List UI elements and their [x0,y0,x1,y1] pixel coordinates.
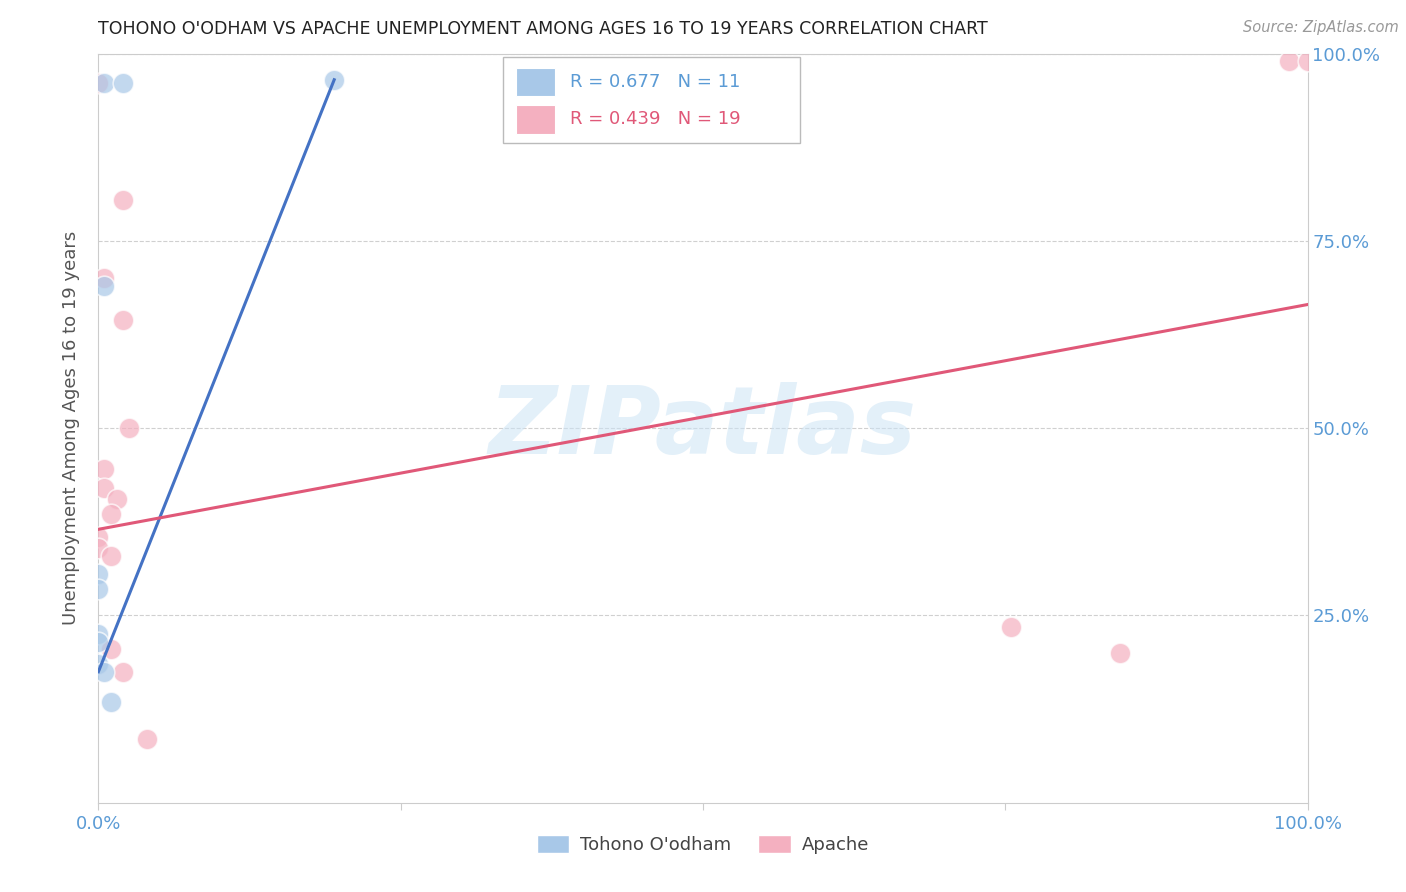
Point [93,481,115,495]
Point [111,193,134,207]
FancyBboxPatch shape [503,57,800,144]
Point [87,541,110,555]
Point [87,77,110,91]
Point [105,492,128,507]
Text: TOHONO O'ODHAM VS APACHE UNEMPLOYMENT AMONG AGES 16 TO 19 YEARS CORRELATION CHAR: TOHONO O'ODHAM VS APACHE UNEMPLOYMENT AM… [98,21,988,38]
Point [93,278,115,293]
Point [87,657,110,672]
Point [87,627,110,641]
Point [111,665,134,679]
Point [1000,620,1022,634]
Point [93,462,115,476]
Point [1278,54,1301,68]
Point [323,72,346,87]
FancyBboxPatch shape [516,68,555,96]
Point [1296,54,1319,68]
Point [87,567,110,582]
Point [87,634,110,648]
Point [135,732,157,747]
Point [100,549,122,563]
Point [87,530,110,544]
Text: ZIPatlas: ZIPatlas [489,382,917,475]
Point [1109,646,1132,660]
Point [100,508,122,522]
Text: R = 0.677   N = 11: R = 0.677 N = 11 [569,73,741,91]
FancyBboxPatch shape [516,105,555,134]
Text: Source: ZipAtlas.com: Source: ZipAtlas.com [1243,20,1399,35]
Point [100,695,122,709]
Point [118,421,141,435]
Point [93,77,115,91]
Point [100,642,122,657]
Point [87,582,110,597]
Text: R = 0.439   N = 19: R = 0.439 N = 19 [569,111,741,128]
Point [93,271,115,285]
Y-axis label: Unemployment Among Ages 16 to 19 years: Unemployment Among Ages 16 to 19 years [62,231,80,625]
Legend: Tohono O'odham, Apache: Tohono O'odham, Apache [530,828,876,861]
Point [93,665,115,679]
Point [111,312,134,326]
Point [111,77,134,91]
